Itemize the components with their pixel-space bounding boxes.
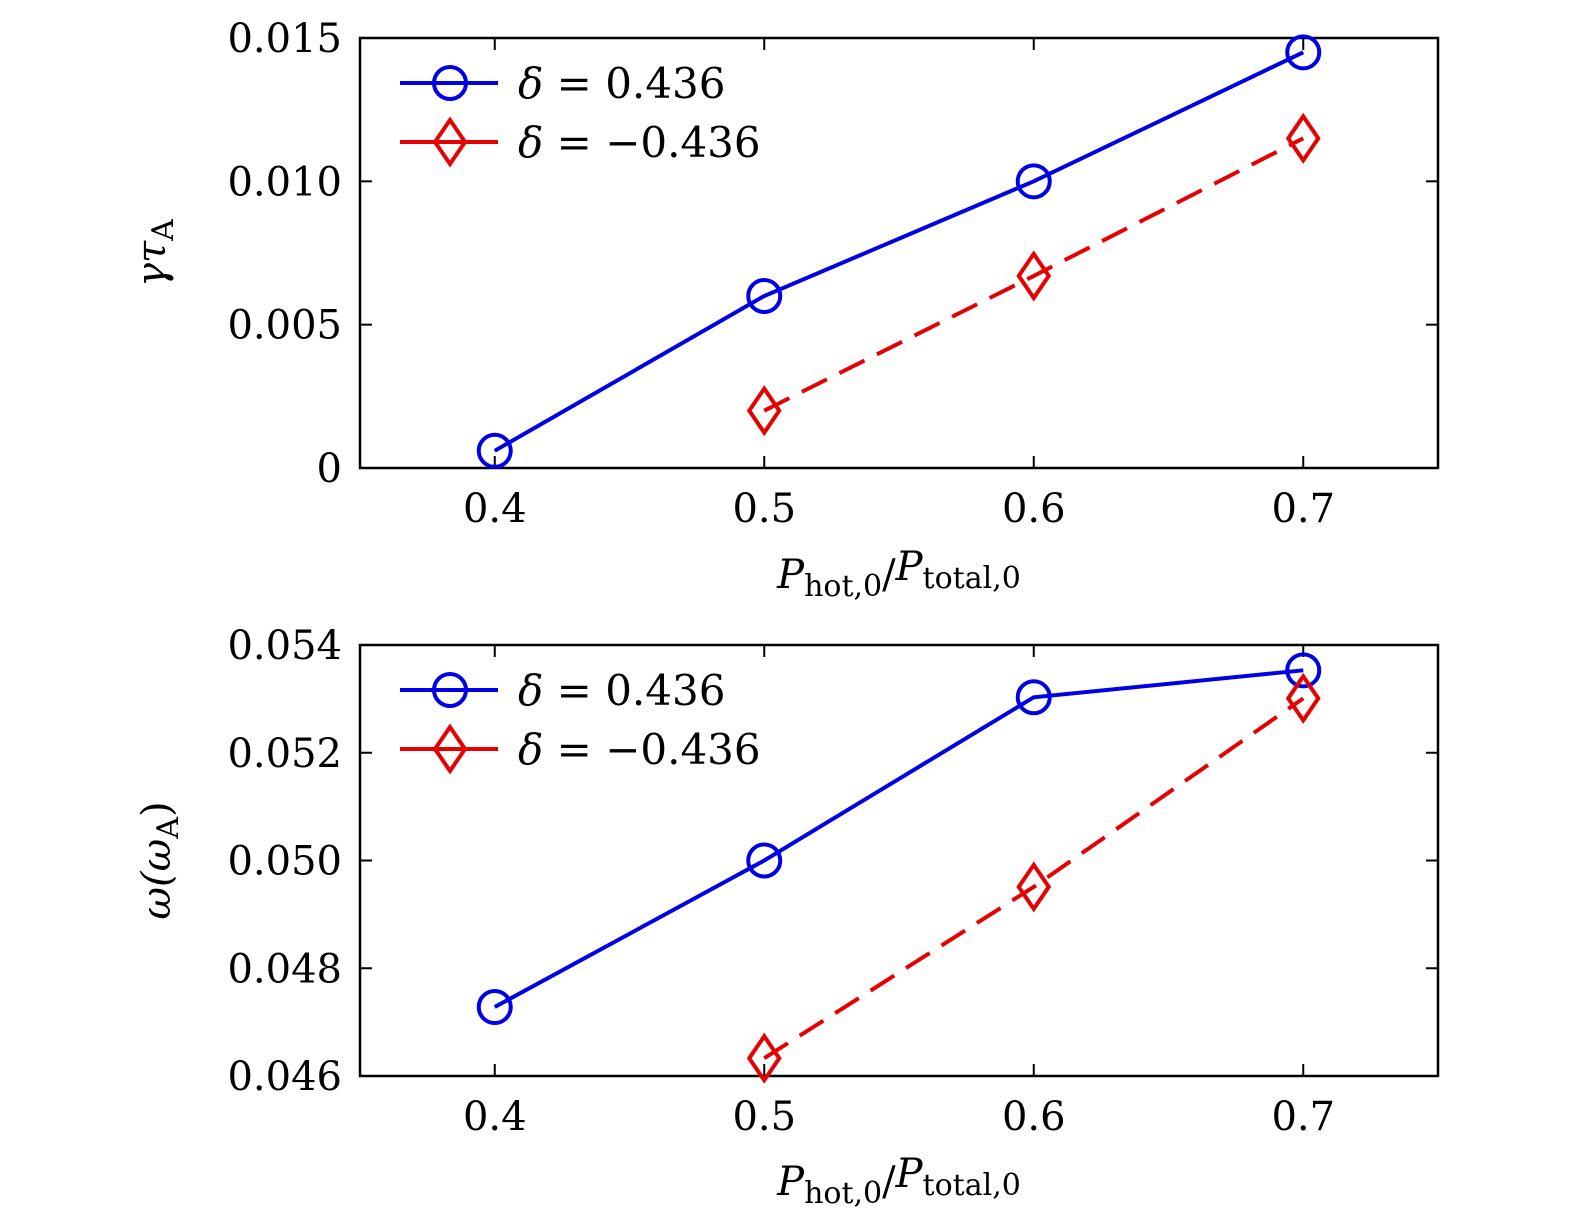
x-label-p2: P xyxy=(895,1151,924,1197)
plot-frame xyxy=(358,36,1440,470)
x-tick-label: 0.7 xyxy=(1271,1094,1335,1140)
x-tick-label: 0.5 xyxy=(732,486,796,532)
data-point-circle xyxy=(746,278,783,314)
legend-value: = 0.436 xyxy=(543,59,725,108)
y-tick-label: 0.015 xyxy=(227,16,342,62)
series-2 xyxy=(746,672,1321,1084)
x-tick-label: 0.4 xyxy=(463,486,527,532)
data-point-circle xyxy=(1015,679,1052,716)
y-tick-label: 0 xyxy=(317,446,342,492)
legend-entry-1: δ = 0.436 xyxy=(400,666,725,715)
x-label-s2: total,0 xyxy=(923,561,1021,596)
x-tick-label: 0.4 xyxy=(463,1094,527,1140)
x-axis-label: Phot,0/Ptotal,0 xyxy=(776,544,1021,604)
data-point-circle xyxy=(746,842,783,879)
series-line xyxy=(493,50,1305,453)
data-point-circle xyxy=(476,432,513,469)
y-tick-label: 0.048 xyxy=(227,946,342,992)
series-line xyxy=(763,696,1305,1060)
data-point-diamond xyxy=(1016,861,1052,913)
legend-value: = −0.436 xyxy=(543,118,760,167)
data-point-diamond xyxy=(746,1032,782,1084)
legend-marker-circle xyxy=(432,65,468,101)
y-tick-label: 0.046 xyxy=(227,1054,342,1100)
chart-panel-1: 0.4 0.5 0.6 0.700.0050.0100.015Phot,0/Ptota… xyxy=(129,16,1440,604)
legend-label: δ = 0.436 xyxy=(518,666,725,715)
x-label-s1: hot,0 xyxy=(804,1176,882,1211)
x-label-p2: P xyxy=(895,544,924,590)
y-label-end: ) xyxy=(134,801,180,817)
legend-value: = 0.436 xyxy=(543,666,725,715)
series-2 xyxy=(746,112,1321,437)
data-point-circle xyxy=(1015,163,1052,200)
data-point-diamond xyxy=(1016,250,1052,302)
legend-symbol: δ xyxy=(518,59,543,108)
legend-label: δ = −0.436 xyxy=(518,118,761,167)
series-line xyxy=(493,668,1304,1009)
x-label-slash: / xyxy=(882,552,896,598)
data-point-circle xyxy=(1285,34,1322,71)
y-label-sub: A xyxy=(146,219,181,242)
legend-symbol: δ xyxy=(518,118,543,167)
y-tick-label: 0.050 xyxy=(227,839,342,885)
x-tick-label: 0.5 xyxy=(732,1094,796,1140)
chart-panel-2: 0.4 0.5 0.6 0.7 0.046 0.048 0.050 0.052 0.054 Pho… xyxy=(134,623,1440,1211)
legend-label: δ = −0.436 xyxy=(518,725,761,774)
legend-entry-1: δ = 0.436 xyxy=(400,59,725,108)
series-1 xyxy=(476,34,1322,469)
x-label-p1: P xyxy=(776,1159,805,1205)
legend-label: δ = 0.436 xyxy=(518,59,725,108)
x-label-slash: / xyxy=(882,1159,896,1205)
y-label-main: ω(ω xyxy=(134,839,180,920)
y-tick-label: 0.054 xyxy=(227,623,342,669)
y-axis-label: γτA xyxy=(129,219,181,287)
data-point-diamond xyxy=(1285,672,1321,724)
series-line xyxy=(763,136,1305,413)
data-point-diamond xyxy=(1285,112,1321,164)
y-tick-label: 0.010 xyxy=(227,159,342,205)
x-label-s2: total,0 xyxy=(923,1168,1021,1203)
x-label-s1: hot,0 xyxy=(804,569,882,604)
data-point-circle xyxy=(1285,652,1322,689)
x-axis-label: Phot,0/Ptotal,0 xyxy=(776,1151,1021,1211)
x-tick-label: 0.6 xyxy=(1002,1094,1066,1140)
y-tick-label: 0.005 xyxy=(227,303,342,349)
x-tick-label: 0.6 xyxy=(1002,486,1066,532)
y-label-main: γτ xyxy=(129,240,175,287)
series-1 xyxy=(476,652,1322,1026)
y-tick-label: 0.052 xyxy=(227,731,342,777)
legend-marker-circle xyxy=(432,672,468,708)
data-point-diamond xyxy=(746,385,782,437)
x-label-p1: P xyxy=(776,552,805,598)
legend-symbol: δ xyxy=(518,666,543,715)
legend-marker-diamond xyxy=(432,116,468,168)
legend-marker-diamond xyxy=(432,723,468,775)
legend-symbol: δ xyxy=(518,725,543,774)
legend-entry-2: δ = −0.436 xyxy=(400,116,761,168)
y-axis-label: ω(ωA) xyxy=(134,801,186,919)
x-tick-label: 0.7 xyxy=(1271,486,1335,532)
legend-value: = −0.436 xyxy=(543,725,760,774)
data-point-circle xyxy=(476,989,513,1026)
y-label-sub: A xyxy=(151,817,186,840)
legend-entry-2: δ = −0.436 xyxy=(400,723,761,775)
